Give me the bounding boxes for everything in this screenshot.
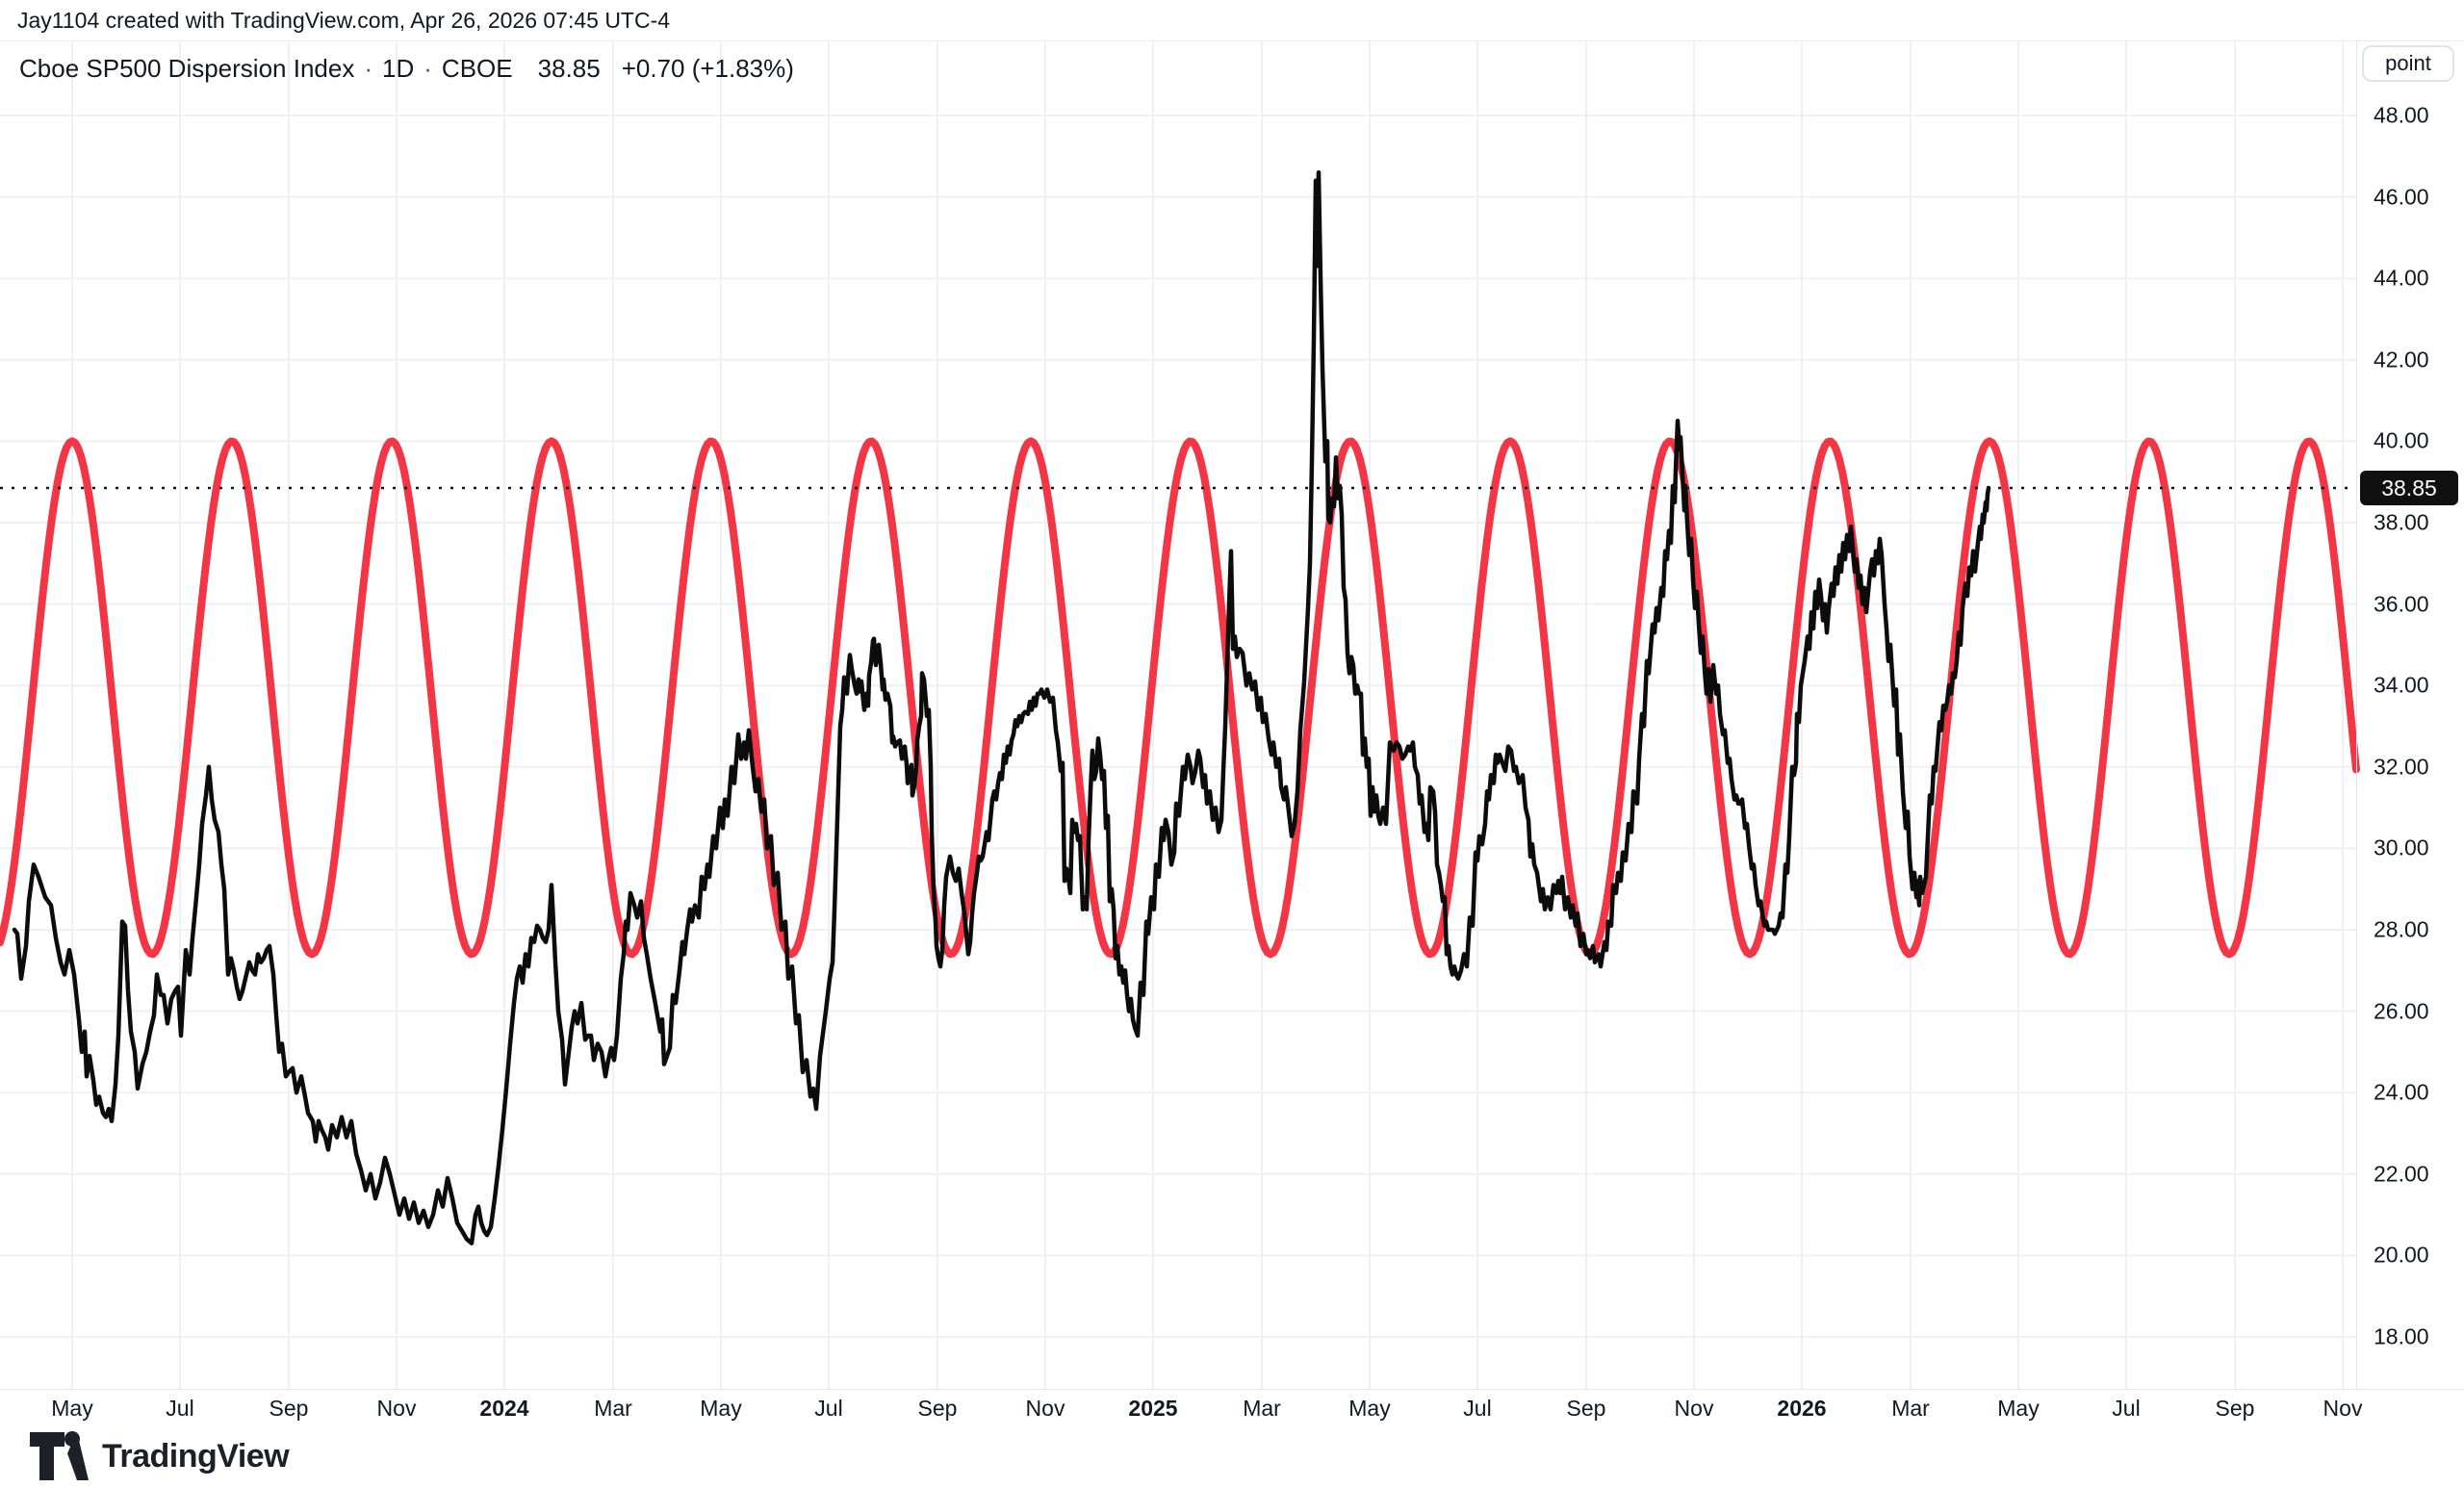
- unit-label: point: [2385, 51, 2431, 75]
- y-axis-label: 22.00: [2374, 1161, 2429, 1187]
- y-axis-label: 28.00: [2374, 916, 2429, 942]
- dispersion-index-line[interactable]: [12, 169, 1991, 1245]
- y-axis-label: 44.00: [2374, 265, 2429, 291]
- x-axis-label: 2024: [479, 1396, 529, 1421]
- y-axis-label: 36.00: [2374, 591, 2429, 617]
- last-price-value: 38.85: [537, 54, 601, 83]
- x-axis-label: Nov: [1674, 1396, 1714, 1421]
- time-axis-separator: [0, 1389, 2464, 1390]
- x-axis-label: Jul: [1463, 1396, 1492, 1421]
- credit-text: Jay1104 created with TradingView.com, Ap…: [17, 8, 671, 33]
- x-axis-label: Mar: [1243, 1396, 1281, 1421]
- last-price-badge: 38.85: [2360, 471, 2458, 506]
- chart-top-border: [0, 40, 2464, 41]
- y-axis-label: 24.00: [2374, 1079, 2429, 1105]
- legend-separator: ·: [364, 54, 372, 83]
- brand-name: TradingView: [102, 1437, 290, 1475]
- brand-footer[interactable]: TradingView: [29, 1430, 290, 1482]
- x-axis-label: Jul: [2112, 1396, 2141, 1421]
- x-axis-label: Sep: [2215, 1396, 2255, 1421]
- x-axis-label: 2026: [1777, 1396, 1827, 1421]
- x-axis-label: Nov: [2323, 1396, 2363, 1421]
- y-axis-label: 42.00: [2374, 346, 2429, 372]
- unit-badge: point: [2362, 45, 2454, 82]
- interval-label[interactable]: 1D: [382, 54, 415, 83]
- x-axis-label: Mar: [594, 1396, 632, 1421]
- symbol-title[interactable]: Cboe SP500 Dispersion Index: [19, 54, 355, 83]
- x-axis-label: Nov: [1025, 1396, 1065, 1421]
- y-axis-label: 34.00: [2374, 672, 2429, 698]
- y-axis-label: 26.00: [2374, 998, 2429, 1024]
- tradingview-logo-icon: [30, 1431, 89, 1480]
- x-axis-label: Sep: [917, 1396, 958, 1421]
- x-axis-label: May: [1997, 1396, 2040, 1421]
- y-axis-label: 38.00: [2374, 509, 2429, 535]
- x-axis-label: Sep: [269, 1396, 309, 1421]
- x-axis-label: Sep: [1566, 1396, 1606, 1421]
- x-axis-label: Jul: [166, 1396, 194, 1421]
- exchange-label: CBOE: [441, 54, 513, 83]
- y-axis-label: 18.00: [2374, 1323, 2429, 1349]
- sine-overlay-line[interactable]: [0, 437, 2360, 959]
- x-axis-label: Nov: [376, 1396, 417, 1421]
- y-axis-label: 48.00: [2374, 102, 2429, 128]
- y-axis-label: 32.00: [2374, 754, 2429, 780]
- y-axis-label: 46.00: [2374, 184, 2429, 210]
- x-axis-label: Mar: [1891, 1396, 1930, 1421]
- price-change-value: +0.70 (+1.83%): [621, 54, 794, 83]
- y-axis-label: 30.00: [2374, 834, 2429, 860]
- y-axis-label: 40.00: [2374, 427, 2429, 453]
- legend-row[interactable]: Cboe SP500 Dispersion Index · 1D · CBOE 38.85…: [19, 54, 794, 84]
- x-axis-label: May: [1348, 1396, 1391, 1421]
- price-axis-separator: [2356, 40, 2357, 1389]
- x-axis-label: May: [700, 1396, 742, 1421]
- legend-separator: ·: [424, 54, 432, 83]
- x-axis-label: 2025: [1128, 1396, 1178, 1421]
- x-axis-label: Jul: [814, 1396, 843, 1421]
- x-axis-label: May: [51, 1396, 93, 1421]
- last-price-badge-value: 38.85: [2381, 475, 2437, 500]
- y-axis-label: 20.00: [2374, 1242, 2429, 1268]
